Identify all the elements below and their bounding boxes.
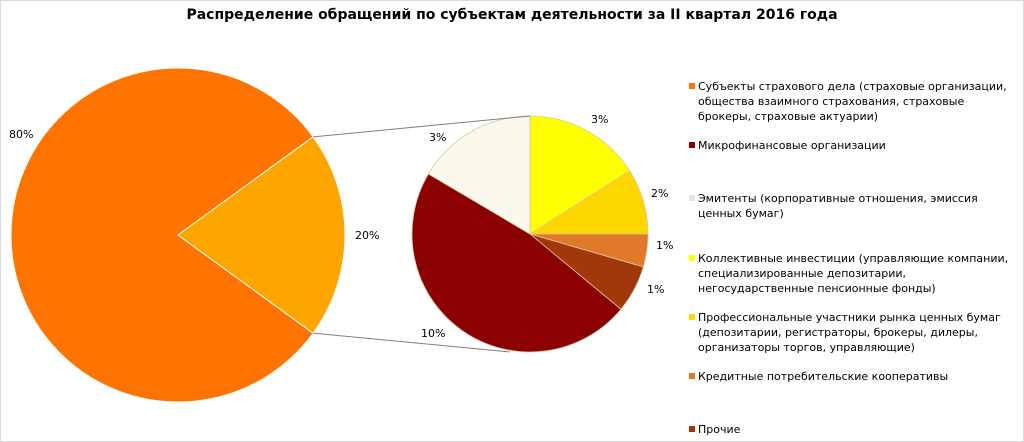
legend-item: Эмитенты (корпоративные отношения, эмисс… bbox=[689, 191, 1019, 221]
pie-slice-other-group bbox=[177, 136, 346, 334]
data-label: 1% bbox=[647, 283, 664, 296]
legend-swatch bbox=[689, 83, 695, 89]
legend-item: Прочие bbox=[689, 422, 1019, 437]
legend-item: Профессиональные участники рынка ценных … bbox=[689, 310, 1019, 355]
legend-swatch bbox=[689, 314, 695, 320]
pie-of-pie-chart: 80% 20% 3% 2% 1% 1% 10% 3% bbox=[9, 67, 673, 403]
legend-label: Эмитенты (корпоративные отношения, эмисс… bbox=[698, 192, 978, 220]
connector-line bbox=[313, 115, 531, 138]
legend-label: Субъекты страхового дела (страховые орга… bbox=[698, 80, 1007, 123]
legend-label: Кредитные потребительские кооперативы bbox=[698, 370, 949, 383]
legend-item: Кредитные потребительские кооперативы bbox=[689, 369, 1019, 384]
pie-slice-microfinance bbox=[411, 173, 622, 353]
legend-swatch bbox=[689, 426, 695, 432]
legend-swatch bbox=[689, 142, 695, 148]
legend: Субъекты страхового дела (страховые орга… bbox=[689, 79, 1019, 437]
legend-swatch bbox=[689, 195, 695, 201]
pie-slice-collective-investments bbox=[529, 115, 631, 235]
legend-swatch bbox=[689, 373, 695, 379]
data-label: 20% bbox=[355, 229, 379, 242]
legend-label: Профессиональные участники рынка ценных … bbox=[698, 311, 1001, 354]
legend-item: Субъекты страхового дела (страховые орга… bbox=[689, 79, 1019, 124]
data-label: 3% bbox=[591, 113, 608, 126]
legend-swatch bbox=[689, 255, 695, 261]
data-label: 80% bbox=[9, 128, 33, 141]
connector-line bbox=[313, 332, 511, 353]
pie-slice-issuers bbox=[427, 115, 531, 235]
data-label: 1% bbox=[656, 239, 673, 252]
legend-item: Коллективные инвестиции (управляющие ком… bbox=[689, 251, 1019, 296]
legend-label: Микрофинансовые организации bbox=[698, 139, 886, 152]
legend-label: Коллективные инвестиции (управляющие ком… bbox=[698, 252, 1009, 295]
data-label: 3% bbox=[429, 131, 446, 144]
data-label: 2% bbox=[651, 187, 668, 200]
pie-slice-insurance bbox=[10, 67, 314, 403]
legend-label: Прочие bbox=[698, 423, 741, 436]
legend-item: Микрофинансовые организации bbox=[689, 138, 1019, 153]
chart-title: Распределение обращений по субъектам дея… bbox=[186, 7, 838, 23]
data-label: 10% bbox=[421, 327, 445, 340]
